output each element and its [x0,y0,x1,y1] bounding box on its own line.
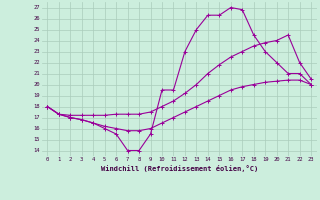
X-axis label: Windchill (Refroidissement éolien,°C): Windchill (Refroidissement éolien,°C) [100,165,258,172]
